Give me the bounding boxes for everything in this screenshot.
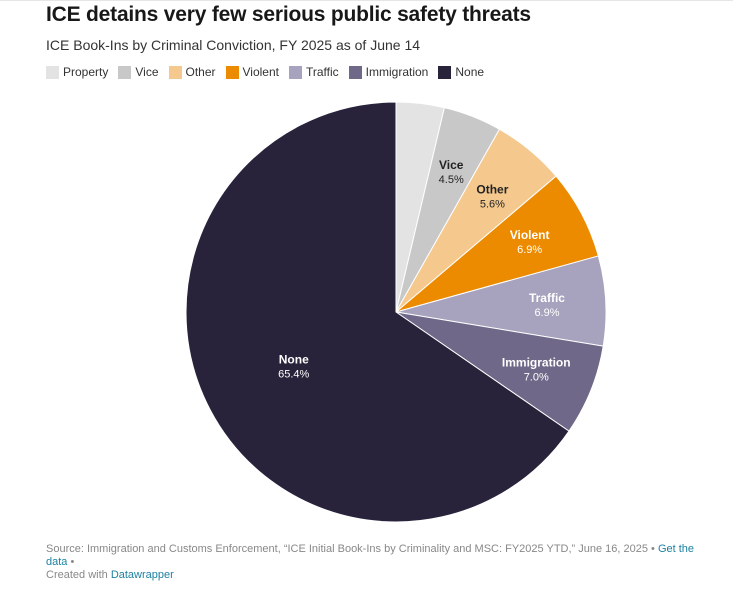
slice-label-other: Other [476, 182, 508, 196]
legend-item-vice: Vice [118, 65, 159, 79]
chart-title: ICE detains very few serious public safe… [46, 3, 531, 26]
legend-swatch [225, 65, 239, 79]
legend-label: Vice [135, 65, 159, 79]
legend-swatch [438, 65, 452, 79]
slice-value-violent: 6.9% [517, 244, 542, 256]
top-divider [0, 0, 733, 1]
footer-separator: • [67, 556, 75, 568]
pie-chart: Vice 4.5% Other 5.6% Violent 6.9% Traffic 6.9% I… [185, 101, 607, 523]
legend-swatch [168, 65, 182, 79]
slice-value-vice: 4.5% [439, 174, 464, 186]
legend-item-violent: Violent [225, 65, 279, 79]
legend-item-none: None [438, 65, 484, 79]
footer: Source: Immigration and Customs Enforcem… [46, 543, 716, 582]
get-the-data-link[interactable]: Get the data [46, 543, 695, 568]
datawrapper-link[interactable]: Datawrapper [110, 569, 174, 581]
slice-value-traffic: 6.9% [534, 307, 559, 319]
legend-label: Other [185, 65, 216, 79]
legend-label: Traffic [306, 65, 339, 79]
legend-label: None [455, 65, 485, 79]
slice-label-none: None [279, 353, 309, 367]
legend-label: Immigration [365, 65, 429, 79]
legend-label: Violent [242, 65, 279, 79]
slice-value-other: 5.6% [480, 198, 505, 210]
slice-value-immigration: 7.0% [524, 372, 549, 384]
legend-swatch [46, 65, 59, 79]
slice-label-vice: Vice [439, 158, 464, 172]
created-with-text: Created with [46, 569, 111, 581]
legend-item-other: Other [168, 65, 216, 79]
chart-subtitle: ICE Book-Ins by Criminal Conviction, FY … [46, 37, 421, 53]
slice-label-traffic: Traffic [529, 291, 565, 305]
slice-label-violent: Violent [510, 228, 550, 242]
slice-value-none: 65.4% [278, 369, 309, 381]
legend-item-traffic: Traffic [289, 65, 339, 79]
pie-slice-none [185, 101, 570, 523]
legend: Property Vice Other Violent Traffic Immigrati… [46, 65, 494, 79]
legend-label: Property [63, 65, 109, 79]
legend-swatch [289, 65, 302, 79]
legend-item-immigration: Immigration [348, 65, 429, 79]
legend-item-property: Property [46, 65, 108, 79]
source-note: Source: Immigration and Customs Enforcem… [46, 543, 658, 555]
legend-swatch [118, 65, 132, 79]
slice-label-immigration: Immigration [502, 356, 571, 370]
legend-swatch [348, 65, 362, 79]
